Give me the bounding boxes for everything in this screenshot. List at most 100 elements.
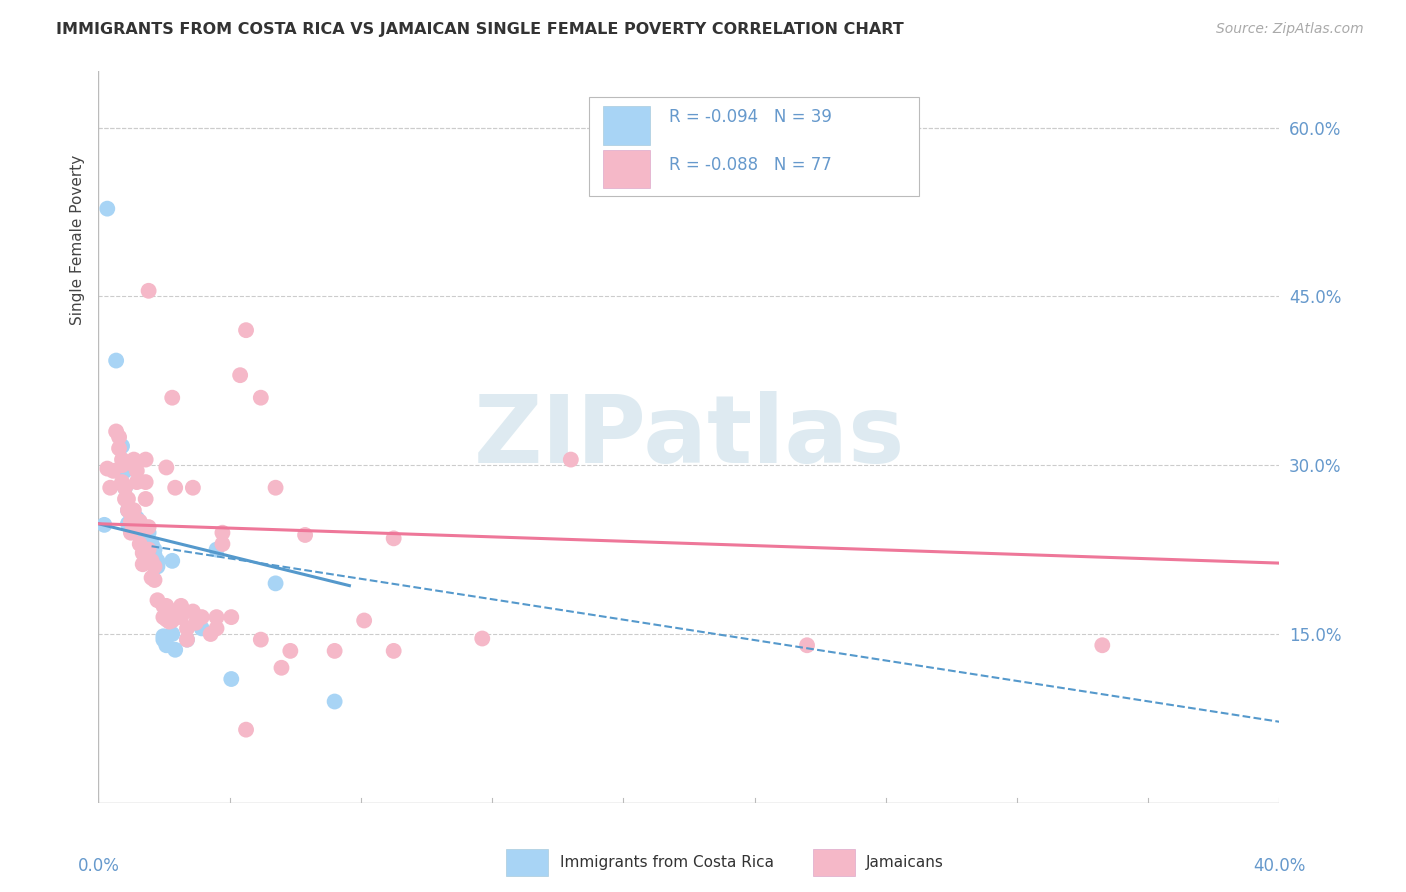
Point <box>141 537 163 551</box>
Point <box>98 481 121 495</box>
Point <box>141 537 163 551</box>
Text: R = -0.094   N = 39: R = -0.094 N = 39 <box>669 109 832 127</box>
Point <box>155 612 177 626</box>
Point <box>132 530 155 544</box>
Point <box>152 599 174 613</box>
Point <box>138 525 160 540</box>
Point <box>280 644 302 658</box>
Point <box>128 525 150 540</box>
Point <box>93 517 115 532</box>
Point <box>157 615 180 629</box>
Point <box>294 528 316 542</box>
Point <box>141 571 163 585</box>
Text: 0.0%: 0.0% <box>77 857 120 875</box>
Point <box>120 525 142 540</box>
Point <box>111 452 134 467</box>
Point <box>162 627 183 641</box>
Point <box>114 464 136 478</box>
Point <box>155 460 177 475</box>
Point <box>122 503 145 517</box>
Point <box>114 491 136 506</box>
Point <box>132 558 155 572</box>
Text: IMMIGRANTS FROM COSTA RICA VS JAMAICAN SINGLE FEMALE POVERTY CORRELATION CHART: IMMIGRANTS FROM COSTA RICA VS JAMAICAN S… <box>56 22 904 37</box>
Point <box>181 481 204 495</box>
Point <box>1091 638 1114 652</box>
Point <box>96 461 118 475</box>
Point <box>117 503 139 517</box>
Point <box>128 516 150 531</box>
Point <box>120 458 142 473</box>
Point <box>170 610 193 624</box>
Text: R = -0.088   N = 77: R = -0.088 N = 77 <box>669 156 831 174</box>
Point <box>155 599 177 613</box>
Point <box>111 458 134 473</box>
Point <box>250 391 273 405</box>
Point <box>146 554 169 568</box>
Point <box>103 464 125 478</box>
Point <box>122 452 145 467</box>
Point <box>132 529 155 543</box>
Point <box>108 442 131 456</box>
Point <box>221 610 243 624</box>
Point <box>117 516 139 531</box>
Point <box>125 525 148 540</box>
Text: 40.0%: 40.0% <box>1253 857 1306 875</box>
Point <box>560 452 582 467</box>
Point <box>382 644 405 658</box>
Point <box>323 644 346 658</box>
Point <box>111 439 134 453</box>
Point <box>143 573 166 587</box>
Point <box>211 525 233 540</box>
Point <box>143 548 166 562</box>
Point <box>152 632 174 647</box>
Point <box>162 554 183 568</box>
Point <box>165 642 187 657</box>
Point <box>132 546 155 560</box>
Point <box>205 610 228 624</box>
Point <box>135 452 157 467</box>
Point <box>96 202 118 216</box>
Point <box>114 481 136 495</box>
Point <box>229 368 252 383</box>
Point <box>120 515 142 529</box>
Point <box>235 723 257 737</box>
Text: Single Female Poverty: Single Female Poverty <box>70 155 84 326</box>
Point <box>191 610 214 624</box>
Point <box>135 475 157 489</box>
Point <box>184 615 207 630</box>
Point <box>270 661 292 675</box>
Point <box>138 284 160 298</box>
Point <box>235 323 257 337</box>
Point <box>205 542 228 557</box>
Point <box>105 425 128 439</box>
Point <box>135 529 157 543</box>
Point <box>181 605 204 619</box>
Point <box>796 638 818 652</box>
Point <box>122 520 145 534</box>
Point <box>162 605 183 619</box>
Point <box>162 614 183 628</box>
Point <box>162 391 183 405</box>
Text: ZIPatlas: ZIPatlas <box>474 391 904 483</box>
Point <box>125 475 148 489</box>
Point <box>108 430 131 444</box>
Point <box>138 539 160 553</box>
Point <box>105 353 128 368</box>
Point <box>211 537 233 551</box>
Point <box>138 520 160 534</box>
Bar <box>603 151 650 188</box>
Point <box>111 475 134 489</box>
Point <box>264 481 287 495</box>
Point <box>353 614 375 628</box>
Point <box>205 621 228 635</box>
Text: Source: ZipAtlas.com: Source: ZipAtlas.com <box>1216 22 1364 37</box>
Point <box>221 672 243 686</box>
Point <box>176 632 198 647</box>
Point <box>125 464 148 478</box>
Point <box>143 542 166 557</box>
Point <box>114 481 136 495</box>
Point <box>176 621 198 635</box>
Point <box>176 632 198 647</box>
Point <box>264 576 287 591</box>
Point <box>128 515 150 529</box>
